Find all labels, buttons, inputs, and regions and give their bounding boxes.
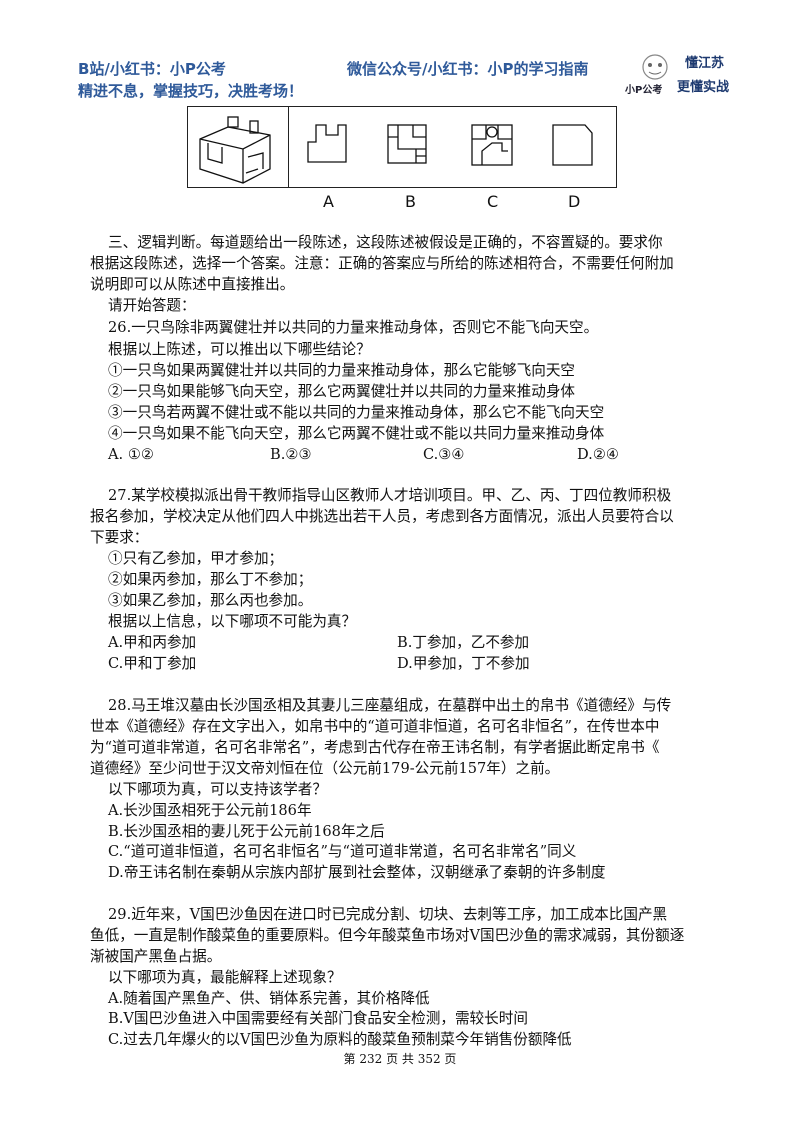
q29-line: 鱼低，一直是制作酸菜鱼的重要原料。但今年酸菜鱼市场对V国巴沙鱼的需求减弱，其份额…: [90, 927, 685, 944]
3d-solid-figure: [199, 116, 271, 184]
q26-line: 26.一只鸟除非两翼健壮并以共同的力量来推动身体，否则它不能飞向天空。: [108, 319, 599, 336]
figure-question-views: [187, 106, 617, 188]
option-b-shape: [387, 124, 427, 164]
q28-line: 道德经》至少问世于汉文帝刘恒在位（公元前179-公元前157年）之前。: [90, 760, 560, 777]
header-center: 微信公众号/小红书：小P的学习指南: [347, 60, 589, 78]
q29-option-b: B.V国巴沙鱼进入中国需要经有关部门食品安全检测，需较长时间: [108, 1010, 528, 1027]
logo-text: 小P公考: [625, 85, 663, 96]
option-d-shape: [552, 124, 593, 166]
q29-option-c: C.过去几年爆火的以V国巴沙鱼为原料的酸菜鱼预制菜今年销售份额降低: [108, 1031, 572, 1048]
q28-option-d: D.帝王讳名制在秦朝从宗族内部扩展到社会整体，汉朝继承了秦朝的许多制度: [108, 864, 606, 881]
option-c-shape: [471, 124, 513, 166]
q29-line: 以下哪项为真，最能解释上述现象？: [108, 969, 342, 986]
avatar-icon: [642, 54, 668, 80]
option-label-d: D: [568, 192, 581, 211]
intro-line: 说明即可以从陈述中直接推出。: [90, 276, 295, 293]
q27-option-a: A.甲和丙参加: [108, 634, 197, 651]
header-left-line2: 精进不息，掌握技巧，决胜考场！: [78, 82, 304, 100]
q26-line: ④一只鸟如果不能飞向天空，那么它两翼不健壮或不能以共同力量来推动身体: [108, 425, 605, 442]
intro-line: 根据这段陈述，选择一个答案。注意：正确的答案应与所给的陈述相符合，不需要任何附加: [90, 255, 674, 272]
q26-line: ②一只鸟如果能够飞向天空，那么它两翼健壮并以共同的力量来推动身体: [108, 383, 576, 400]
option-label-c: C: [487, 192, 499, 211]
q29-line: 29.近年来，V国巴沙鱼因在进口时已完成分割、切块、去刺等工序，加工成本比国产黑: [108, 906, 668, 923]
q29-option-a: A.随着国产黑鱼产、供、销体系完善，其价格降低: [108, 990, 430, 1007]
q27-line: ①只有乙参加，甲才参加；: [108, 550, 284, 567]
q27-line: ③如果乙参加，那么丙也参加。: [108, 592, 313, 609]
q28-line: 为“道可道非常道，名可名非常名”，考虑到古代存在帝王讳名制，有学者据此断定帛书《: [90, 739, 660, 756]
q28-line: 世本《道德经》存在文字出入，如帛书中的“道可道非恒道，名可名非恒名”，在传世本中: [90, 718, 660, 735]
q27-option-c: C.甲和丁参加: [108, 655, 197, 672]
intro-line: 三、逻辑判断。每道题给出一段陈述，这段陈述被假设是正确的，不容置疑的。要求你: [108, 234, 663, 251]
q26-option-d: D.②④: [577, 446, 619, 463]
q28-option-a: A.长沙国丞相死于公元前186年: [108, 802, 312, 819]
option-label-a: A: [323, 192, 334, 211]
q27-line: ②如果丙参加，那么丁不参加；: [108, 571, 313, 588]
q27-line: 下要求：: [90, 529, 149, 546]
slogan-line1: 懂江苏: [685, 56, 725, 71]
q28-line: 以下哪项为真，可以支持该学者？: [108, 781, 327, 798]
q27-line: 27.某学校模拟派出骨干教师指导山区教师人才培训项目。甲、乙、丙、丁四位教师积极: [108, 487, 672, 504]
answer-view-options: [307, 124, 593, 166]
q26-line: ①一只鸟如果两翼健壮并以共同的力量来推动身体，那么它能够飞向天空: [108, 362, 576, 379]
option-label-b: B: [405, 192, 416, 211]
q27-option-b: B.丁参加，乙不参加: [397, 634, 530, 651]
q27-line: 根据以上信息，以下哪项不可能为真？: [108, 613, 357, 630]
header-left-line1: B站/小红书：小P公考: [78, 60, 226, 78]
page-number: 第 232 页 共 352 页: [343, 1052, 457, 1066]
start-label: 请开始答题：: [108, 297, 196, 314]
q26-line: 根据以上陈述，可以推出以下哪些结论？: [108, 341, 371, 358]
logo: 小P公考 懂江苏 更懂实战: [625, 52, 745, 98]
q26-line: ③一只鸟若两翼不健壮或不能以共同的力量来推动身体，那么它不能飞向天空: [108, 404, 605, 421]
q29-line: 渐被国产黑鱼占据。: [90, 948, 222, 965]
q28-line: 28.马王堆汉墓由长沙国丞相及其妻儿三座墓组成，在墓群中出土的帛书《道德经》与传: [108, 697, 672, 714]
q27-option-d: D.甲参加，丁不参加: [397, 655, 530, 672]
q26-option-a: A. ①②: [108, 446, 154, 463]
slogan-line2: 更懂实战: [677, 80, 730, 95]
q26-option-b: B.②③: [270, 446, 312, 463]
q28-option-c: C.“道可道非恒道，名可名非恒名”与“道可道非常道，名可名非常名”同义: [108, 843, 577, 860]
q27-line: 报名参加，学校决定从他们四人中挑选出若干人员，考虑到各方面情况，派出人员要符合以: [90, 508, 674, 525]
option-a-shape: [307, 124, 347, 163]
q28-option-b: B.长沙国丞相的妻儿死于公元前168年之后: [108, 823, 385, 840]
q26-option-c: C.③④: [423, 446, 465, 463]
